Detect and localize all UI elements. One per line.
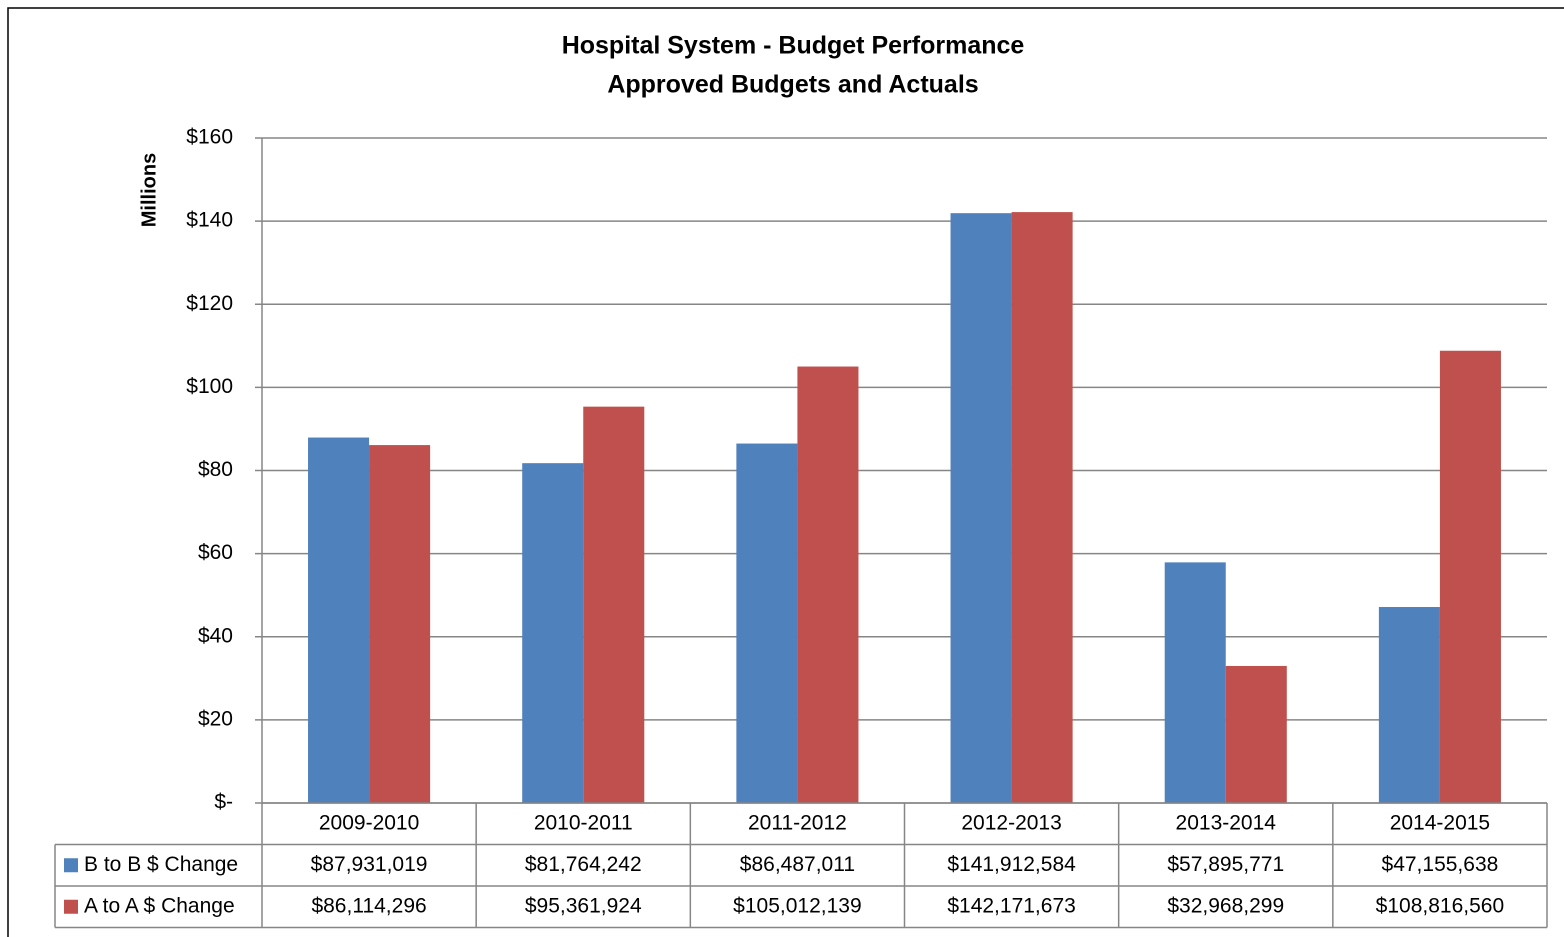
table-value: $105,012,139 [733, 894, 861, 917]
table-value: $47,155,638 [1382, 853, 1499, 876]
y-tick-label: $140 [186, 209, 233, 232]
legend-swatch [64, 858, 78, 873]
x-tick-label: 2010-2011 [534, 811, 633, 834]
bar [522, 463, 584, 803]
table-value: $81,764,242 [525, 853, 642, 876]
y-tick-label: $40 [198, 624, 233, 647]
bar [1011, 212, 1073, 803]
table-value: $32,968,299 [1167, 894, 1284, 917]
y-tick-label: $80 [198, 458, 233, 481]
legend-label: A to A $ Change [84, 894, 235, 917]
table-value: $142,171,673 [947, 894, 1075, 917]
table-value: $86,114,296 [311, 894, 426, 917]
y-tick-label: $20 [198, 707, 233, 730]
bar [1164, 562, 1226, 803]
bar [950, 213, 1012, 803]
x-tick-label: 2011-2012 [748, 811, 847, 834]
chart-title: Hospital System - Budget Performance [562, 32, 1025, 60]
x-tick-label: 2012-2013 [961, 811, 1061, 834]
table-value: $86,487,011 [740, 853, 855, 876]
bar [797, 366, 859, 803]
bar [1439, 350, 1501, 803]
bar [736, 443, 798, 803]
x-tick-label: 2014-2015 [1390, 811, 1490, 834]
y-tick-label: $120 [186, 292, 233, 315]
y-axis-title: Millions [138, 153, 160, 227]
table-value: $108,816,560 [1376, 894, 1504, 917]
chart-subtitle: Approved Budgets and Actuals [607, 71, 978, 99]
y-tick-label: $100 [186, 375, 233, 398]
bar [583, 406, 645, 803]
bar [1225, 665, 1287, 803]
bar [1378, 607, 1440, 803]
table-value: $87,931,019 [311, 853, 428, 876]
table-value: $141,912,584 [947, 853, 1076, 876]
chart-border [7, 7, 1564, 937]
x-tick-label: 2013-2014 [1176, 811, 1277, 834]
bar [308, 437, 370, 803]
y-tick-label: $60 [198, 541, 233, 564]
table-value: $57,895,771 [1167, 853, 1284, 876]
x-tick-label: 2009-2010 [319, 811, 419, 834]
y-tick-label: $160 [186, 126, 233, 149]
bar [369, 445, 431, 803]
y-tick-label: $- [214, 791, 233, 814]
table-value: $95,361,924 [525, 894, 642, 917]
legend-label: B to B $ Change [84, 853, 238, 876]
legend-swatch [64, 899, 78, 914]
